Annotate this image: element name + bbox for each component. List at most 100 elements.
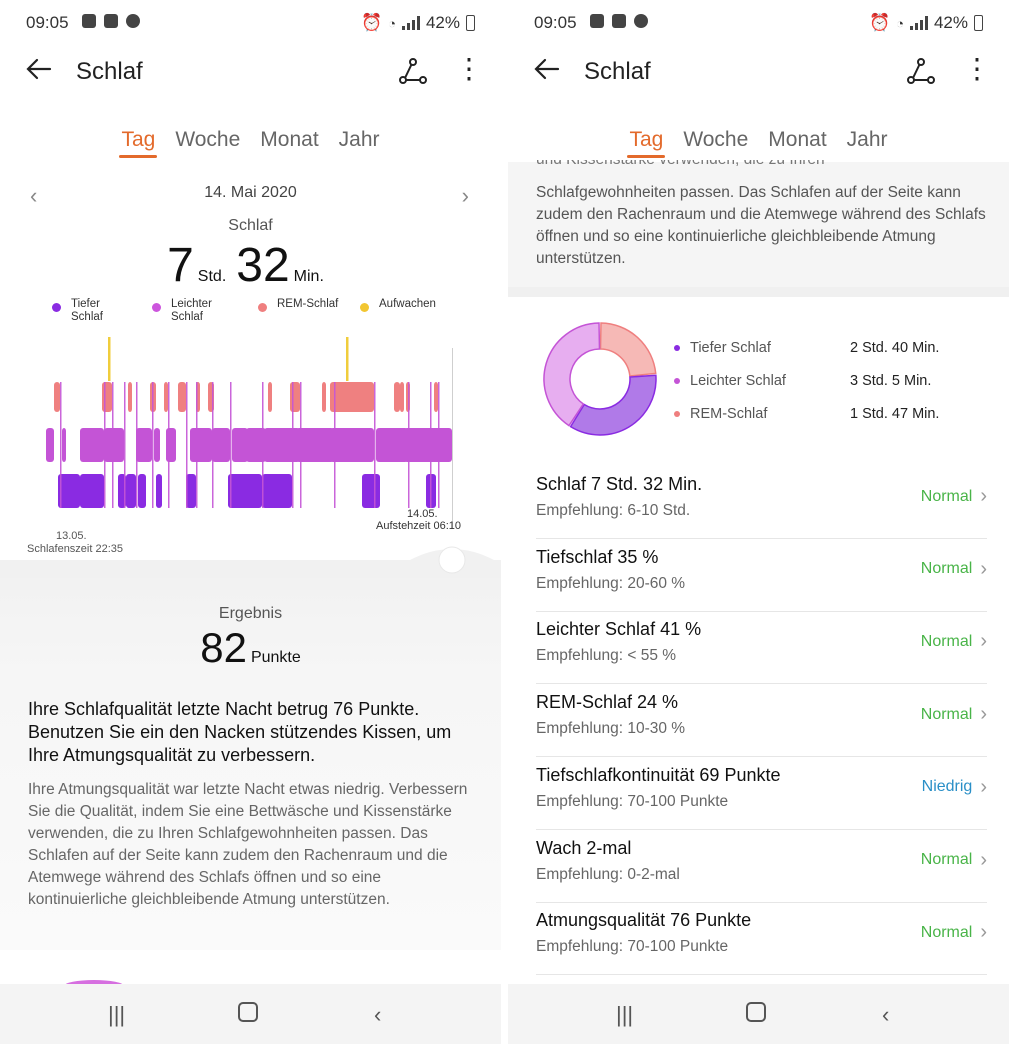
metric-row[interactable]: Schlaf 7 Std. 32 Min. Empfehlung: 6-10 St…	[536, 466, 987, 539]
next-day-icon[interactable]: ›	[461, 183, 469, 208]
awake-marker	[346, 337, 349, 381]
section-divider	[508, 287, 1009, 297]
battery-icon	[974, 15, 983, 31]
gallery-icon	[82, 14, 96, 28]
tab-week[interactable]: Woche	[175, 128, 241, 151]
tab-week[interactable]: Woche	[683, 128, 749, 151]
sleep-stage-bar	[228, 474, 262, 508]
wake-time: Aufstehzeit 06:10	[376, 520, 462, 532]
more-options-icon[interactable]: ⋮	[455, 53, 483, 84]
metric-recommendation: Empfehlung: 6-10 Std.	[536, 502, 691, 519]
donut-legend-deep: Tiefer Schlaf	[674, 340, 771, 356]
metric-status[interactable]: Normal ›	[921, 558, 987, 581]
status-time: 09:05	[26, 13, 69, 32]
metric-title: Tiefschlaf 35 %	[536, 546, 659, 567]
gallery-icon	[590, 14, 604, 28]
sleep-stage-bar	[126, 474, 136, 508]
metric-title: Leichter Schlaf 41 %	[536, 619, 702, 640]
metric-row[interactable]: REM-Schlaf 24 % Empfehlung: 10-30 % Normal…	[536, 684, 987, 758]
tab-day[interactable]: Tag	[111, 126, 165, 160]
advice-detail-tail: Schlafgewohnheiten passen. Das Schlafen …	[536, 184, 986, 267]
back-arrow-icon[interactable]	[24, 54, 58, 88]
tab-year[interactable]: Jahr	[338, 128, 380, 151]
metric-status[interactable]: Niedrig ›	[922, 776, 987, 799]
chevron-right-icon: ›	[980, 775, 987, 798]
donut-slice	[569, 374, 657, 436]
chevron-right-icon: ›	[980, 848, 987, 871]
sleep-stage-bar	[104, 428, 124, 462]
metric-status[interactable]: Normal ›	[921, 703, 987, 726]
metric-recommendation: Empfehlung: 20-60 %	[536, 574, 686, 592]
legend-awake: Aufwachen	[360, 298, 436, 312]
wifi-icon: ◔	[896, 15, 904, 31]
home-icon[interactable]	[238, 1002, 258, 1028]
wake-time-line	[452, 348, 453, 528]
metric-status[interactable]: Normal ›	[921, 849, 987, 872]
stage-transition-line	[430, 382, 432, 508]
metric-row[interactable]: Atmungsqualität 76 Punkte Empfehlung: 70-…	[536, 902, 987, 976]
metric-status[interactable]: Normal ›	[921, 630, 987, 653]
tab-month[interactable]: Monat	[768, 128, 827, 151]
metric-status-label: Normal	[920, 632, 973, 650]
stage-transition-line	[168, 382, 170, 508]
tab-day[interactable]: Tag	[619, 126, 673, 160]
status-bar: 09:05 ⏰ ◔ 42%	[508, 0, 1009, 44]
back-nav-icon[interactable]: ‹	[882, 1002, 890, 1027]
duration-hours-unit: Std.	[197, 268, 227, 285]
sleep-donut-chart	[543, 322, 657, 436]
previous-day-icon[interactable]: ‹	[30, 183, 38, 208]
donut-chart-peek	[64, 980, 124, 992]
share-icon[interactable]	[905, 56, 937, 88]
sleep-stage-bar	[436, 428, 448, 462]
screen-gap	[501, 0, 508, 1044]
metric-status-label: Normal	[920, 560, 973, 578]
metric-title: Tiefschlafkontinuität 69 Punkte	[536, 764, 781, 785]
back-nav-icon[interactable]: ‹	[374, 1002, 382, 1027]
home-icon[interactable]	[746, 1002, 766, 1028]
share-icon[interactable]	[397, 56, 429, 88]
sleep-stage-bar	[332, 382, 370, 412]
donut-legend-light-label: Leichter Schlaf	[690, 373, 786, 389]
legend-rem-label: REM-Schlaf	[277, 298, 339, 310]
sleep-stage-bar	[138, 474, 146, 508]
metric-recommendation: Empfehlung: < 55 %	[536, 647, 677, 665]
more-options-icon[interactable]: ⋮	[963, 53, 991, 84]
sleep-stage-bar	[164, 382, 168, 412]
sleep-start-date: 13.05.	[56, 530, 87, 542]
recent-apps-icon[interactable]: |||	[616, 1002, 634, 1027]
phone-screen-right: 09:05 ⏰ ◔ 42% Schlaf ⋮ Tag Woche Monat J…	[508, 0, 1009, 1044]
light-dot-icon	[674, 378, 680, 384]
metric-row[interactable]: Tiefschlafkontinuität 69 Punkte Empfehlun…	[536, 757, 987, 830]
sleep-stage-bar	[156, 474, 162, 508]
notification-icons	[590, 14, 648, 28]
metric-row[interactable]: Tiefschlaf 35 % Empfehlung: 20-60 % Normal…	[536, 539, 987, 612]
sleep-duration-label: Schlaf	[228, 217, 273, 234]
sleep-stage-bar	[246, 428, 266, 462]
legend-light-label: Leichter Schlaf	[171, 298, 212, 323]
chart-legend: Tiefer Schlaf Leichter Schlaf REM-Schlaf…	[44, 298, 457, 330]
tab-year[interactable]: Jahr	[846, 128, 888, 151]
stage-transition-line	[136, 382, 138, 508]
stage-transition-line	[152, 382, 154, 508]
sleep-stage-chart: 13.05. Schlafenszeit 22:35 14.05. Aufste…	[0, 334, 501, 564]
page-title: Schlaf	[584, 58, 651, 85]
back-arrow-icon[interactable]	[532, 54, 566, 88]
recent-apps-icon[interactable]: |||	[108, 1002, 126, 1027]
tab-month[interactable]: Monat	[260, 128, 319, 151]
advice-detail: Ihre Atmungsqualität war letzte Nacht et…	[28, 781, 468, 908]
selected-date: 14. Mai 2020	[204, 184, 297, 201]
metric-status[interactable]: Normal ›	[921, 921, 987, 944]
metric-status[interactable]: Normal ›	[921, 485, 987, 508]
legend-rem: REM-Schlaf	[258, 298, 338, 312]
page-title: Schlaf	[76, 58, 143, 85]
result-panel-wave	[0, 546, 501, 578]
result-panel	[0, 546, 501, 950]
chevron-right-icon: ›	[980, 485, 987, 507]
metric-row[interactable]: Wach 2-mal Empfehlung: 0-2-mal Normal ›	[536, 830, 987, 903]
stage-transition-line	[408, 382, 410, 508]
metric-row[interactable]: Leichter Schlaf 41 % Empfehlung: < 55 % No…	[536, 611, 987, 685]
app-icon	[634, 14, 648, 28]
wifi-icon: ◔	[388, 15, 396, 31]
sleep-stage-bar	[400, 382, 404, 412]
sleep-stage-bar	[290, 382, 300, 412]
